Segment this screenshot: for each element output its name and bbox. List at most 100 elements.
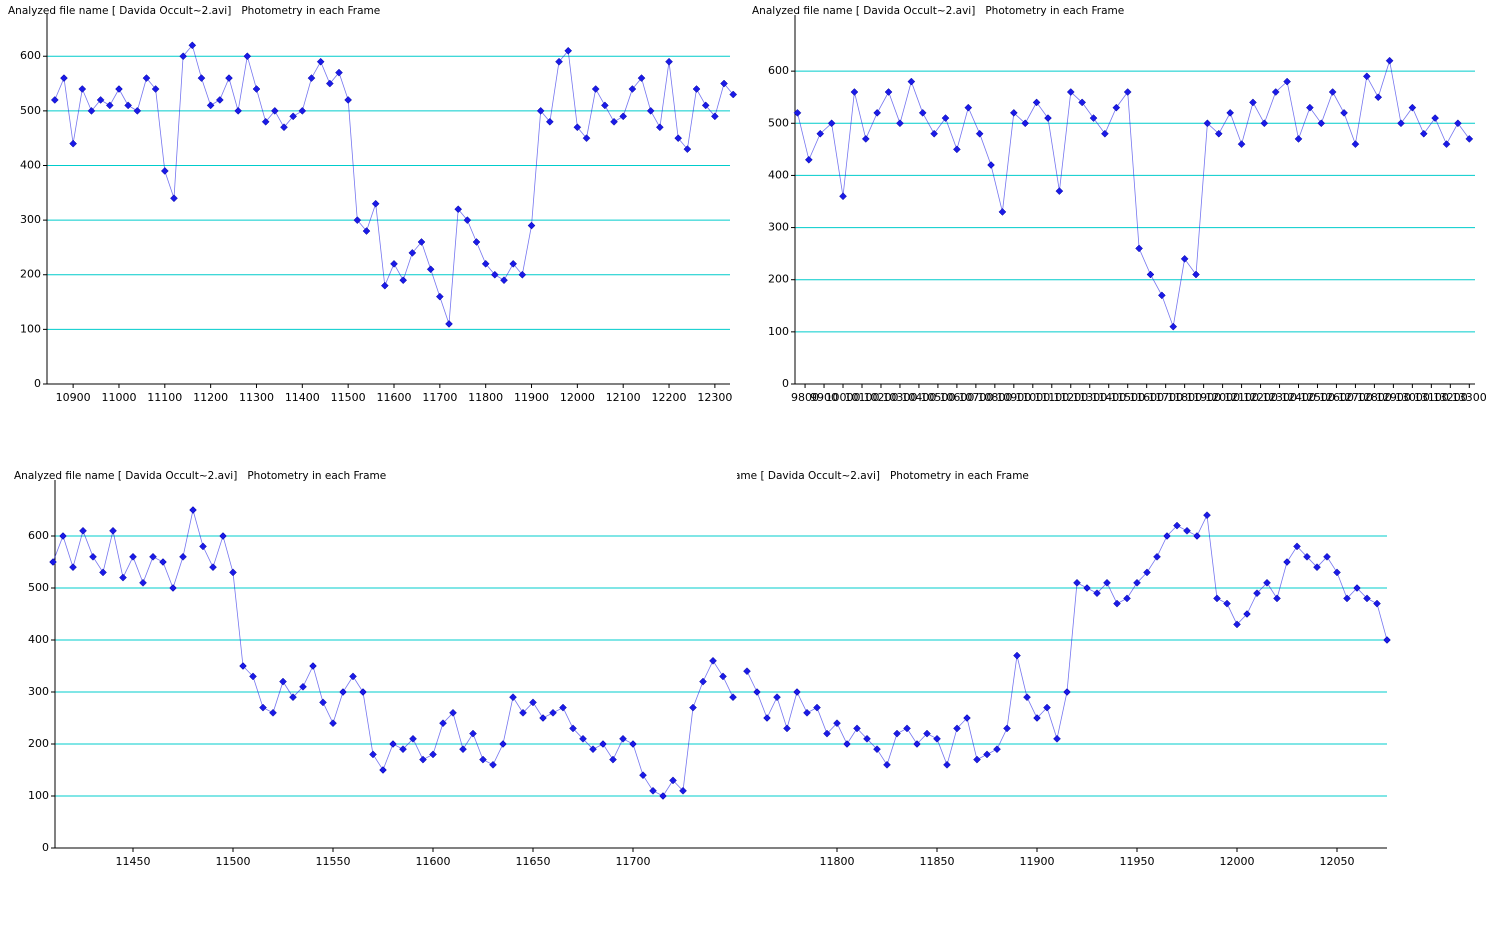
x-tick-label: 11500 (331, 391, 366, 404)
data-point (299, 682, 307, 691)
data-point (454, 205, 463, 214)
data-point (536, 107, 545, 115)
data-point (1333, 568, 1341, 577)
x-tick-label: 11450 (116, 855, 151, 868)
data-point (409, 734, 417, 743)
data-point (1003, 724, 1011, 733)
data-point (1083, 584, 1091, 592)
x-tick-label: 11400 (1091, 391, 1126, 404)
data-point (119, 573, 127, 582)
x-tick-label: 10000 (826, 391, 861, 404)
x-tick-label: 11400 (285, 391, 320, 404)
data-point (1169, 322, 1178, 331)
x-tick-label: 11700 (616, 855, 651, 868)
data-point (160, 167, 169, 175)
data-point (1323, 552, 1331, 561)
x-tick-label: 11850 (920, 855, 955, 868)
data-point (359, 688, 367, 696)
x-tick-label: 9800 (791, 391, 819, 404)
data-point (1133, 578, 1141, 587)
y-tick-label: 0 (782, 377, 789, 390)
data-point (1103, 578, 1111, 587)
data-point (679, 786, 687, 795)
data-point (289, 693, 297, 702)
data-point (109, 526, 117, 535)
data-point (1271, 88, 1280, 96)
y-tick-label: 0 (34, 377, 41, 390)
y-tick-label: 500 (20, 104, 41, 117)
data-point (1243, 610, 1251, 618)
data-point (509, 693, 517, 702)
data-point (1362, 72, 1371, 81)
data-point (249, 672, 257, 681)
data-point (234, 107, 243, 115)
data-point (219, 532, 227, 540)
data-point (142, 74, 151, 82)
y-tick-label: 300 (28, 685, 49, 698)
data-point (279, 677, 287, 686)
data-point (689, 703, 697, 712)
data-point (519, 708, 527, 717)
x-tick-label: 11600 (1129, 391, 1164, 404)
x-tick-label: 11200 (1053, 391, 1088, 404)
y-tick-label: 300 (20, 213, 41, 226)
data-point (1013, 651, 1021, 660)
x-tick-label: 11900 (514, 391, 549, 404)
data-point (459, 745, 467, 754)
data-point (1283, 77, 1291, 86)
x-tick-label: 10500 (920, 391, 955, 404)
data-point (573, 123, 582, 132)
chart-title: ame [ Davida Occult~2.avi] Photometry in… (734, 470, 1029, 482)
data-point (545, 117, 554, 126)
data-point (953, 724, 961, 733)
y-tick-label: 400 (20, 158, 41, 171)
data-point (539, 714, 547, 722)
data-point (711, 112, 719, 121)
data-point (60, 74, 68, 82)
data-point (79, 526, 87, 535)
data-point (1465, 135, 1474, 143)
data-point (720, 79, 728, 88)
y-tick-label: 400 (28, 633, 49, 646)
data-point (933, 734, 941, 743)
data-point (649, 786, 657, 795)
chart-title: Analyzed file name [ Davida Occult~2.avi… (14, 470, 386, 482)
data-point (445, 320, 453, 328)
data-point (1113, 599, 1121, 608)
data-point (609, 755, 617, 764)
data-point (1093, 589, 1101, 598)
data-point (1066, 88, 1075, 96)
data-point (896, 119, 904, 128)
y-tick-label: 300 (768, 221, 789, 234)
data-point (96, 96, 105, 104)
x-tick-label: 12600 (1319, 391, 1354, 404)
data-point (78, 85, 87, 93)
data-point (1249, 98, 1257, 107)
chart-panel: Analyzed file name [ Davida Occult~2.avi… (752, 5, 1487, 404)
data-point (1193, 532, 1201, 540)
data-point (1317, 119, 1326, 128)
data-point (316, 57, 325, 66)
data-point (1237, 140, 1246, 148)
data-point (188, 41, 197, 50)
data-point (371, 199, 380, 208)
x-tick-label: 13100 (1414, 391, 1449, 404)
y-tick-label: 600 (28, 529, 49, 542)
data-point (197, 74, 206, 82)
data-point (1123, 594, 1131, 603)
data-point (1044, 114, 1052, 122)
data-point (973, 755, 981, 764)
x-tick-label: 11800 (820, 855, 855, 868)
data-point (319, 698, 327, 707)
data-point (149, 552, 157, 561)
data-point (701, 101, 710, 110)
x-tick-label: 12000 (1220, 855, 1255, 868)
chart-title: Analyzed file name [ Davida Occult~2.avi… (8, 5, 380, 17)
data-point (1055, 187, 1064, 195)
y-tick-label: 200 (28, 737, 49, 750)
data-point (426, 265, 435, 274)
data-point (389, 740, 397, 748)
data-point (579, 734, 587, 743)
data-point (1073, 578, 1081, 587)
x-tick-label: 11000 (101, 391, 136, 404)
